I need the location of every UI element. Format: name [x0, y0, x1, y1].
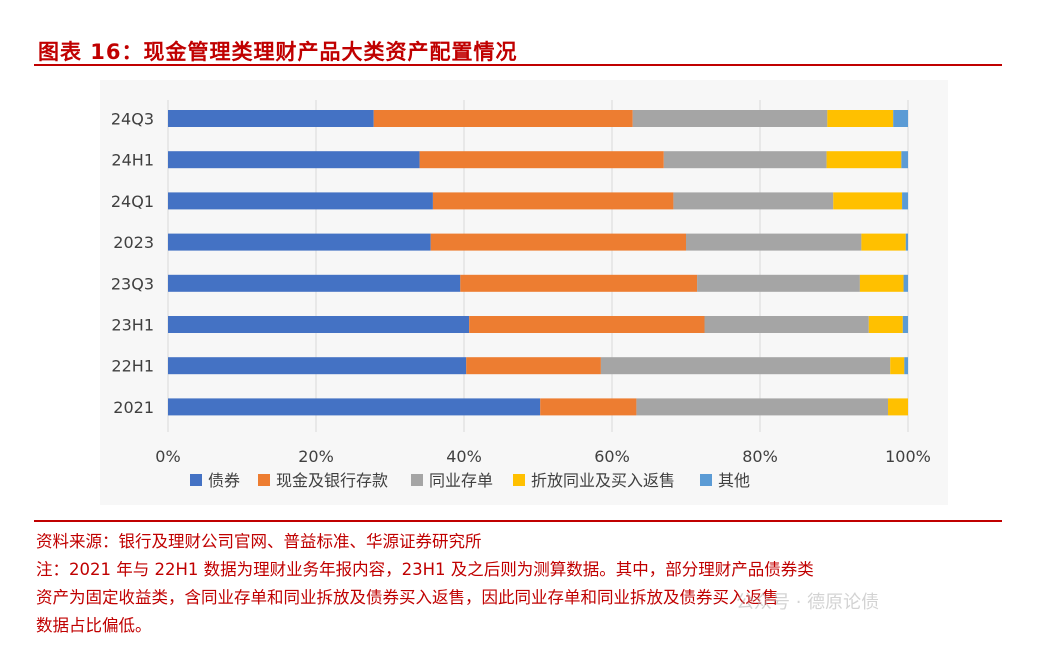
bar-segment — [888, 398, 908, 416]
bar-segment — [673, 192, 834, 210]
legend-label: 同业存单 — [429, 471, 493, 490]
note-line-1: 注：2021 年与 22H1 数据为理财业务年报内容，23H1 及之后则为测算数… — [36, 560, 814, 579]
bar-segment — [663, 151, 827, 169]
bar-segment — [686, 233, 862, 251]
bar-segment — [168, 357, 467, 375]
stacked-bar-chart: 0% 20% 40% 60% 80% 100% 24Q3 24H1 24Q1 2023 23Q3 23… — [111, 100, 931, 490]
legend-swatch — [190, 474, 202, 486]
bar-segment — [168, 233, 431, 251]
note-line-3: 数据占比偏低。 — [36, 616, 152, 635]
figure-title: 图表 16：现金管理类理财产品大类资产配置情况 — [38, 40, 518, 64]
bar-segment — [905, 233, 908, 251]
source-divider — [34, 520, 1002, 522]
bar-segment — [636, 398, 889, 416]
bar-segment — [893, 110, 908, 127]
y-tick-label: 23Q3 — [111, 274, 154, 293]
bar-segment — [469, 316, 705, 333]
y-tick-label: 2021 — [113, 398, 154, 417]
title-divider — [34, 64, 1002, 66]
bar-segment — [540, 398, 637, 416]
notes-block: 资料来源：银行及理财公司官网、普益标准、华源证券研究所 注：2021 年与 22… — [36, 528, 1006, 640]
x-tick-label: 40% — [446, 447, 482, 466]
bar-segment — [168, 316, 470, 333]
bar-segment — [419, 151, 664, 169]
bar-segment — [466, 357, 601, 375]
bar-segment — [826, 151, 902, 169]
bar-segment — [827, 110, 894, 127]
legend-label: 折放同业及买入返售 — [531, 471, 675, 490]
y-tick-label: 22H1 — [111, 357, 154, 376]
bar-segment — [890, 357, 905, 375]
bar-segment — [861, 233, 906, 251]
y-tick-label: 24Q3 — [111, 110, 154, 129]
bar-segment — [430, 233, 686, 251]
bar-segment — [904, 357, 908, 375]
y-tick-label: 24H1 — [111, 151, 154, 170]
bar-segment — [373, 110, 633, 127]
legend-swatch — [411, 474, 423, 486]
bar-segment — [833, 192, 903, 210]
x-tick-label: 60% — [594, 447, 630, 466]
bar-segment — [168, 398, 541, 416]
watermark-text: 公众号 · 德原论债 — [736, 592, 880, 613]
bar-segment — [902, 192, 908, 210]
bar-segment — [902, 316, 908, 333]
bar-segment — [600, 357, 891, 375]
y-tick-label: 2023 — [113, 233, 154, 252]
y-tick-label: 23H1 — [111, 316, 154, 335]
bar-segment — [697, 274, 860, 292]
bar-segment — [859, 274, 904, 292]
bar-segment — [901, 151, 908, 169]
legend-label: 其他 — [718, 471, 750, 490]
legend-swatch — [258, 474, 270, 486]
x-tick-label: 20% — [298, 447, 334, 466]
bar-segment — [168, 192, 433, 210]
legend-label: 现金及银行存款 — [276, 471, 388, 490]
legend-swatch — [700, 474, 712, 486]
bar-segment — [903, 274, 908, 292]
x-tick-label: 0% — [155, 447, 180, 466]
chart-panel: 0% 20% 40% 60% 80% 100% 24Q3 24H1 24Q1 2023 23Q3 23… — [100, 80, 948, 505]
bar-segment — [868, 316, 903, 333]
x-tick-label: 100% — [885, 447, 931, 466]
y-tick-label: 24Q1 — [111, 192, 154, 211]
bar-segment — [168, 274, 461, 292]
bar-segment — [632, 110, 828, 127]
note-line-2: 资产为固定收益类，含同业存单和同业拆放及债券买入返售，因此同业存单和同业拆放及债… — [36, 588, 779, 607]
bar-segment — [432, 192, 674, 210]
bar-segment — [704, 316, 869, 333]
legend-label: 债券 — [208, 471, 240, 490]
legend-swatch — [513, 474, 525, 486]
source-text: 资料来源：银行及理财公司官网、普益标准、华源证券研究所 — [36, 532, 482, 551]
bar-segment — [168, 151, 420, 169]
bar-segment — [168, 110, 374, 127]
x-tick-label: 80% — [742, 447, 778, 466]
bar-segment — [460, 274, 698, 292]
